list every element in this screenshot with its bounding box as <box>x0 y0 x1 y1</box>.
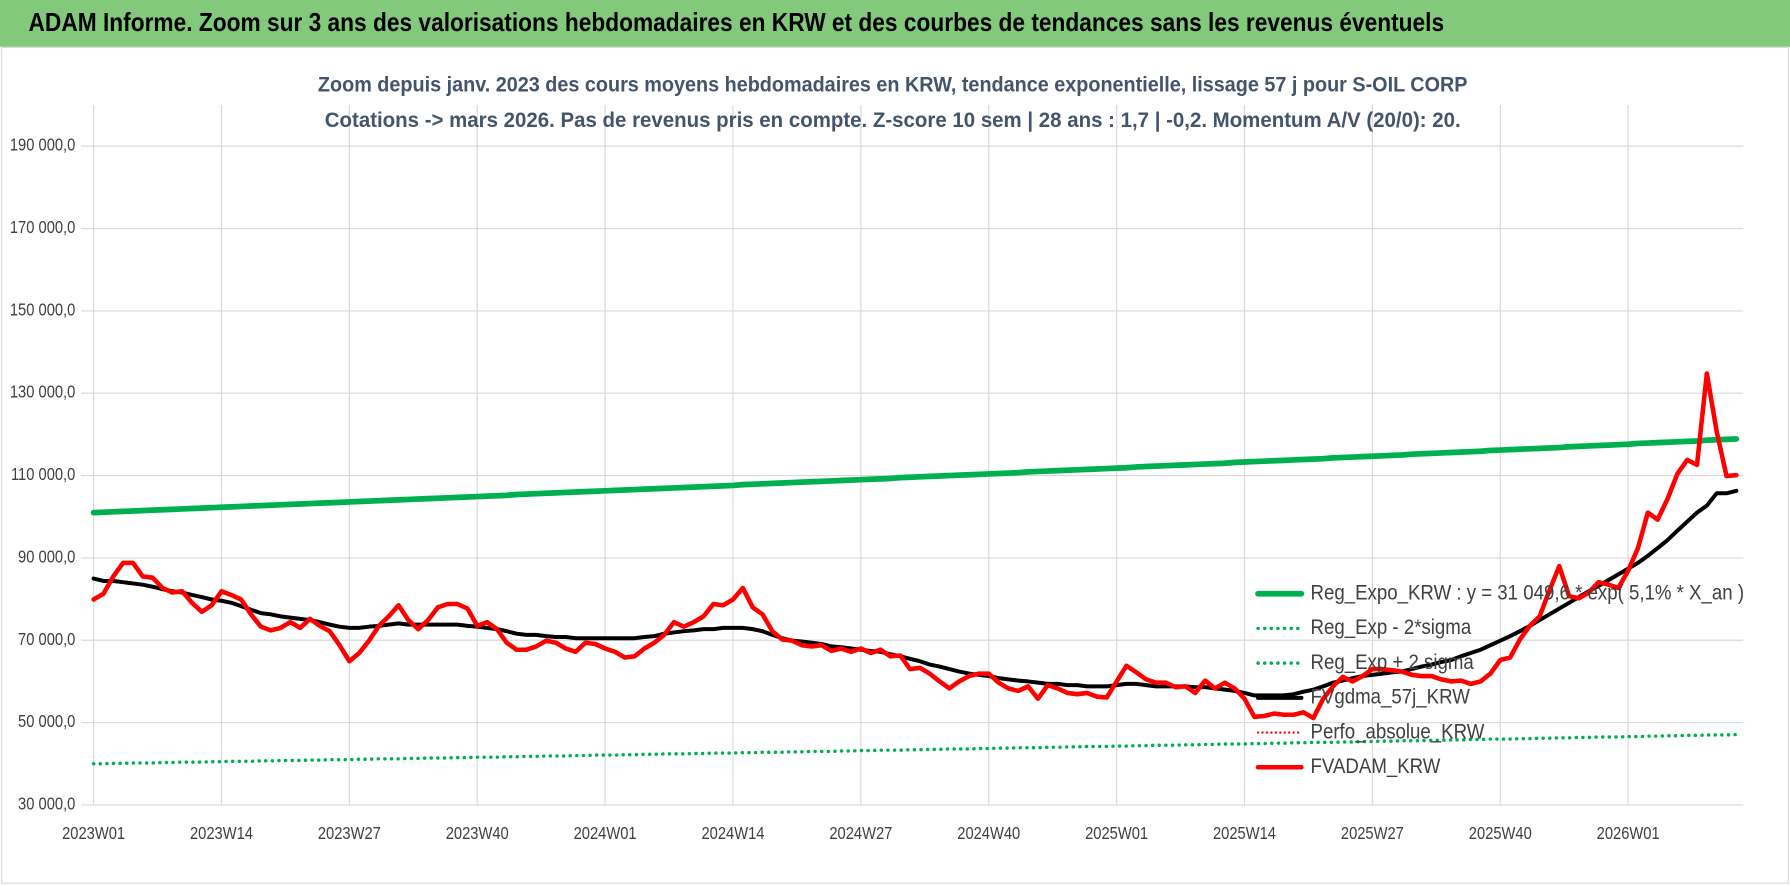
x-tick-label: 2025W40 <box>1469 824 1532 843</box>
series-line <box>91 732 1739 766</box>
x-tick-label: 2024W27 <box>829 824 892 843</box>
legend-label: Perfo_absolue_KRW <box>1311 718 1485 743</box>
chart-frame <box>1 46 1789 884</box>
legend-label: FVADAM_KRW <box>1311 753 1441 778</box>
y-tick-label: 190 000,0 <box>10 136 75 155</box>
y-tick-label: 150 000,0 <box>10 300 75 319</box>
header-band <box>0 0 1790 47</box>
x-tick-label: 2026W01 <box>1597 824 1660 843</box>
legend-label: Reg_Expo_KRW : y = 31 049,6 * exp( 5,1% … <box>1311 579 1745 604</box>
x-tick-label: 2025W01 <box>1085 824 1148 843</box>
series <box>90 371 1740 766</box>
legend: Reg_Expo_KRW : y = 31 049,6 * exp( 5,1% … <box>1255 579 1745 778</box>
y-tick-label: 90 000,0 <box>18 547 75 566</box>
chart-title: Zoom depuis janv. 2023 des cours moyens … <box>318 71 1468 96</box>
x-tick-label: 2024W40 <box>957 824 1020 843</box>
x-tick-label: 2023W40 <box>446 824 509 843</box>
x-tick-label: 2023W27 <box>318 824 381 843</box>
x-tick-label: 2025W14 <box>1213 824 1276 843</box>
y-tick-label: 130 000,0 <box>10 383 75 402</box>
y-tick-label: 30 000,0 <box>18 794 75 813</box>
x-tick-label: 2025W27 <box>1341 824 1404 843</box>
grid <box>81 105 1744 806</box>
series-line <box>91 488 1739 698</box>
y-tick-label: 50 000,0 <box>18 712 75 731</box>
x-tick-label: 2023W01 <box>62 824 125 843</box>
page-title: ADAM Informe. Zoom sur 3 ans des valoris… <box>29 7 1445 37</box>
series-line <box>91 371 1739 721</box>
x-tick-label: 2023W14 <box>190 824 253 843</box>
labels: Zoom depuis janv. 2023 des cours moyens … <box>10 71 1660 843</box>
y-tick-label: 70 000,0 <box>18 630 75 649</box>
legend-label: Reg_Exp + 2 sigma <box>1311 649 1475 674</box>
y-tick-label: 110 000,0 <box>11 465 75 484</box>
legend-label: Reg_Exp - 2*sigma <box>1311 614 1472 639</box>
chart-subtitle: Cotations -> mars 2026. Pas de revenus p… <box>325 107 1461 132</box>
x-tick-label: 2024W01 <box>574 824 637 843</box>
legend-label: FVgdma_57j_KRW <box>1311 684 1471 709</box>
x-tick-label: 2024W14 <box>702 824 765 843</box>
y-tick-label: 170 000,0 <box>10 218 75 237</box>
series-line <box>90 436 1740 516</box>
